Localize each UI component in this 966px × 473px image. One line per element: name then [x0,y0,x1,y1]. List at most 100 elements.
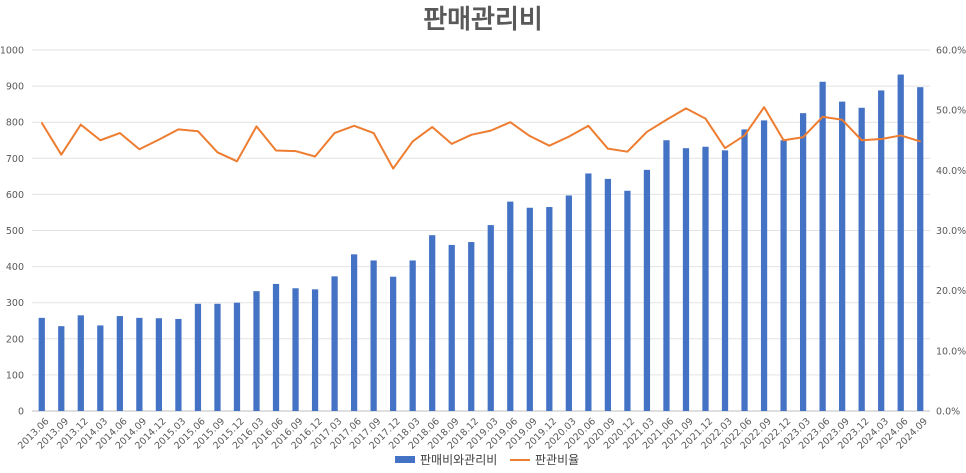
line-point [333,132,336,134]
y-left-tick-label: 0 [18,407,24,418]
x-axis: 2013.062013.092013.122014.032014.062014.… [16,416,930,452]
bar [429,235,436,411]
line-point [587,125,590,127]
line-point [314,155,316,158]
bar [292,288,299,411]
line-point [60,153,63,156]
line-point [489,129,492,132]
y-right-tick-label: 30.0% [936,226,966,237]
bar [272,283,280,411]
bar [253,291,260,411]
y-left-tick-label: 400 [6,262,24,273]
line-point [626,150,629,153]
bar [77,315,84,411]
legend-label-bar: 판매비와관리비 [420,453,497,467]
legend-swatch-bar [395,456,415,463]
bar [468,242,475,411]
y-left-tick-label: 700 [6,154,24,165]
line-point [236,160,238,163]
bar [819,81,826,411]
bar [780,140,787,411]
line-point [177,128,180,131]
bar [448,244,455,411]
bar [917,87,924,412]
legend: 판매비와관리비 판관비율 [395,453,579,467]
line-point [40,122,43,124]
line-point [802,136,804,139]
right-axis: 0.0% 10.0% 20.0% 30.0% 40.0% 50.0% 60.0% [936,46,966,418]
bar [702,146,709,412]
line-point [450,143,453,145]
line-point [431,126,433,128]
bar [390,276,397,411]
bar [409,260,416,411]
line-point [119,132,121,134]
line-point [197,130,199,133]
line-point [80,123,82,126]
bar [585,173,592,411]
bar [799,113,807,412]
left-axis: 0 100 200 300 400 500 600 700 800 900 1000 [0,46,24,418]
line-point [763,106,765,108]
legend-label-line: 판관비율 [535,453,579,467]
y-left-tick-label: 800 [6,118,24,129]
line-point [138,148,141,151]
bar [214,303,221,411]
y-right-tick-label: 60.0% [936,46,966,57]
y-left-tick-label: 1000 [0,46,24,57]
bar [487,225,494,411]
line-point [548,144,551,147]
line-point [568,135,570,138]
line-point [919,140,922,143]
line-point [646,131,648,133]
bar [721,150,729,411]
bar [116,316,123,411]
y-right-tick-label: 40.0% [936,166,966,177]
line-point [529,135,531,137]
bar [370,260,377,411]
line-layer [40,106,922,170]
line-point [724,147,726,149]
bar [565,195,572,411]
bar [643,169,651,411]
bar [858,107,865,411]
bar [624,190,631,411]
bar [663,140,670,411]
line-point [216,151,219,154]
line-point [743,134,746,137]
bar [350,254,358,411]
bars-layer [38,74,924,412]
y-right-tick-label: 0.0% [936,407,960,418]
bar [136,317,143,411]
bar [58,326,65,411]
grid-layer [32,49,930,412]
line-point [860,139,863,142]
bar [155,318,163,411]
line-point [685,107,687,110]
bar [897,74,904,411]
bar [741,129,748,412]
ratio-line [40,106,921,170]
bar [526,207,533,411]
y-right-tick-label: 20.0% [936,286,966,297]
bar [175,318,182,411]
line-point [99,139,102,142]
bar [97,325,104,411]
y-left-tick-label: 200 [6,334,24,345]
bar [546,207,553,411]
line-point [353,125,355,127]
bar [760,120,768,412]
line-point [880,138,882,140]
line-point [392,167,394,170]
bar [507,201,514,411]
bar [682,148,690,411]
line-point [782,139,785,142]
bar [839,101,846,412]
y-left-tick-label: 600 [6,190,24,201]
line-point [509,121,512,123]
bar [331,276,338,411]
line-point [899,134,902,137]
line-point [470,134,473,136]
